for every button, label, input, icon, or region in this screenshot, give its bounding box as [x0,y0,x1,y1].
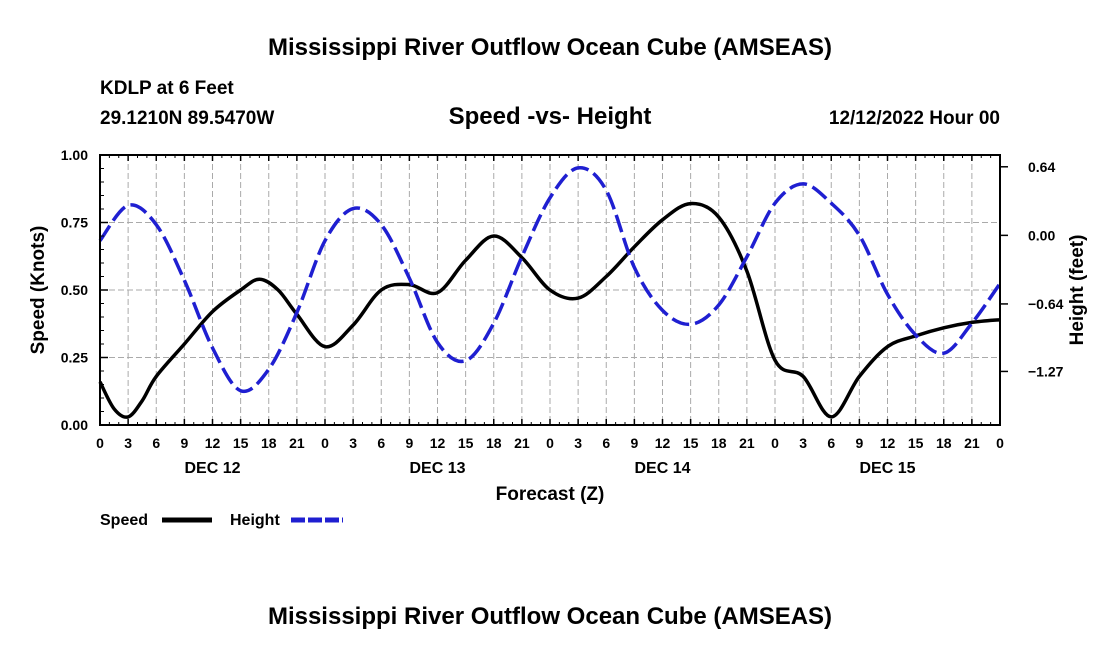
x-tick-label: 9 [630,435,638,451]
x-tick-label: 6 [602,435,610,451]
x-tick-label: 12 [205,435,221,451]
y-tick-label: 0.00 [61,417,88,433]
x-tick-label: 18 [936,435,952,451]
x-tick-label: 9 [405,435,413,451]
x-tick-label: 18 [486,435,502,451]
x-tick-label: 3 [799,435,807,451]
series-layer [98,166,1002,419]
y2-tick-label: −1.27 [1028,363,1064,379]
y-tick-label: 1.00 [61,147,88,163]
x-tick-label: 6 [827,435,835,451]
axis-ticks [99,154,1008,426]
x-tick-label: 6 [152,435,160,451]
y-tick-label: 0.75 [61,215,88,231]
x-tick-label: 0 [546,435,554,451]
day-label: DEC 14 [634,460,690,477]
y-tick-label: 0.50 [61,282,88,298]
x-axis-title: Forecast (Z) [496,484,605,505]
chart-subtitle: Speed -vs- Height [449,103,652,130]
day-label: DEC 15 [859,460,915,477]
x-tick-label: 3 [124,435,132,451]
legend: Speed Height [100,512,343,529]
y-tick-label: 0.25 [61,350,88,366]
y2-tick-label: 0.00 [1028,227,1055,243]
x-tick-label: 12 [880,435,896,451]
x-tick-label: 6 [377,435,385,451]
x-tick-label: 21 [514,435,530,451]
legend-height-label: Height [230,512,280,529]
series-line-speed [98,201,1001,419]
x-tick-label: 15 [908,435,924,451]
y2-tick-label: −0.64 [1028,296,1064,312]
x-tick-label: 3 [574,435,582,451]
station-label: KDLP at 6 Feet [100,78,234,99]
y2-axis-title: Height (feet) [1067,235,1088,346]
x-tick-label: 3 [349,435,357,451]
y-axis-title: Speed (Knots) [28,226,49,355]
x-tick-label: 15 [233,435,249,451]
x-tick-label: 21 [739,435,755,451]
legend-speed-label: Speed [100,512,148,529]
day-label: DEC 12 [184,460,240,477]
x-tick-label: 9 [180,435,188,451]
x-tick-label: 21 [289,435,305,451]
x-tick-label: 0 [771,435,779,451]
coordinates-label: 29.1210N 89.5470W [100,108,274,129]
page-title: Mississippi River Outflow Ocean Cube (AM… [268,34,832,61]
grid-lines [100,155,1000,425]
x-tick-label: 9 [855,435,863,451]
x-tick-label: 0 [96,435,104,451]
x-tick-label: 21 [964,435,980,451]
y2-tick-label: 0.64 [1028,159,1055,175]
x-tick-label: 18 [711,435,727,451]
tick-labels: 0 3 6 9 12 15 18 21 0 3 6 9 12 15 18 21 0 3 6 9 12 15 18 21 0 3 6 9… [61,147,1064,477]
x-tick-label: 0 [321,435,329,451]
day-label: DEC 13 [409,460,465,477]
series-line-height [98,166,1002,394]
forecast-date: 12/12/2022 Hour 00 [829,108,1000,129]
x-tick-label: 15 [683,435,699,451]
x-tick-label: 12 [430,435,446,451]
x-tick-label: 15 [458,435,474,451]
x-tick-label: 0 [996,435,1004,451]
footer-title: Mississippi River Outflow Ocean Cube (AM… [268,603,832,630]
x-tick-label: 12 [655,435,671,451]
x-tick-label: 18 [261,435,277,451]
